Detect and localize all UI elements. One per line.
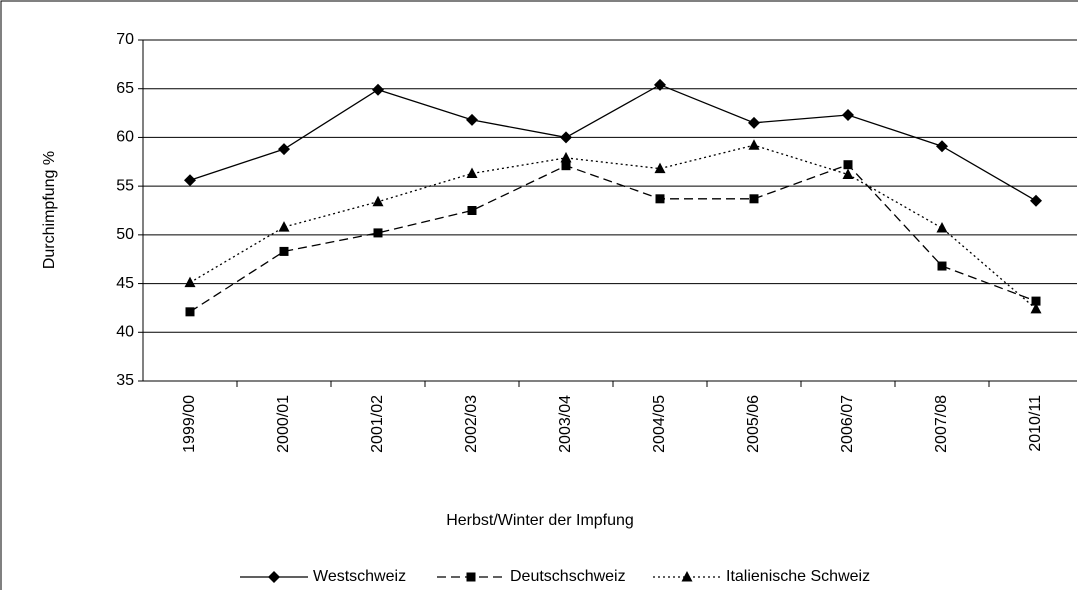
y-tick-label: 55 bbox=[116, 177, 134, 194]
marker bbox=[654, 162, 666, 174]
y-tick-label: 45 bbox=[116, 275, 134, 292]
y-tick-label: 40 bbox=[116, 324, 134, 341]
marker bbox=[466, 167, 478, 178]
x-tick-label: 2010/11 bbox=[1027, 395, 1044, 452]
marker bbox=[748, 139, 760, 150]
marker bbox=[466, 113, 478, 126]
legend-label: Westschweiz bbox=[313, 568, 406, 585]
y-tick-label: 60 bbox=[116, 129, 134, 146]
marker bbox=[278, 221, 290, 232]
marker bbox=[466, 572, 476, 582]
x-tick-label: 2007/08 bbox=[933, 395, 950, 453]
x-tick-label: 2000/01 bbox=[275, 395, 292, 453]
legend-label: Deutschschweiz bbox=[510, 568, 626, 585]
marker bbox=[681, 571, 693, 582]
marker bbox=[560, 131, 572, 144]
x-axis-label: Herbst/Winter der Impfung bbox=[446, 512, 634, 529]
marker bbox=[372, 195, 384, 207]
series-line bbox=[189, 144, 1037, 310]
x-tick-label: 2002/03 bbox=[463, 395, 480, 453]
marker bbox=[748, 116, 760, 129]
marker bbox=[749, 194, 759, 204]
y-tick-label: 65 bbox=[116, 80, 134, 97]
marker bbox=[1030, 302, 1042, 314]
x-tick-label: 2005/06 bbox=[745, 395, 762, 453]
marker bbox=[936, 222, 948, 233]
marker bbox=[842, 109, 854, 122]
marker bbox=[561, 161, 571, 171]
x-tick-label: 2003/04 bbox=[557, 395, 574, 453]
marker bbox=[373, 228, 383, 238]
marker bbox=[560, 151, 572, 163]
marker bbox=[936, 140, 948, 153]
marker bbox=[278, 143, 290, 156]
marker bbox=[467, 206, 477, 215]
marker bbox=[654, 78, 666, 91]
marker bbox=[184, 276, 196, 288]
marker bbox=[185, 307, 195, 317]
marker bbox=[937, 261, 947, 271]
x-tick-label: 2004/05 bbox=[651, 395, 668, 453]
marker bbox=[1030, 194, 1042, 207]
marker bbox=[843, 160, 853, 170]
marker bbox=[372, 83, 384, 96]
marker bbox=[268, 571, 280, 583]
x-tick-label: 2006/07 bbox=[839, 395, 856, 453]
y-tick-label: 35 bbox=[116, 372, 134, 389]
marker bbox=[279, 246, 289, 256]
x-tick-label: 1999/00 bbox=[181, 395, 198, 453]
marker bbox=[842, 168, 854, 179]
y-tick-label: 70 bbox=[116, 31, 134, 48]
series-line bbox=[189, 163, 1037, 313]
x-tick-label: 2001/02 bbox=[369, 395, 386, 453]
y-tick-label: 50 bbox=[116, 226, 134, 243]
series-line bbox=[189, 84, 1037, 202]
legend-label: Italienische Schweiz bbox=[726, 568, 870, 585]
y-axis-label: Durchimpfung % bbox=[41, 151, 58, 269]
marker bbox=[184, 174, 196, 187]
marker bbox=[655, 194, 665, 204]
marker bbox=[1031, 296, 1041, 306]
